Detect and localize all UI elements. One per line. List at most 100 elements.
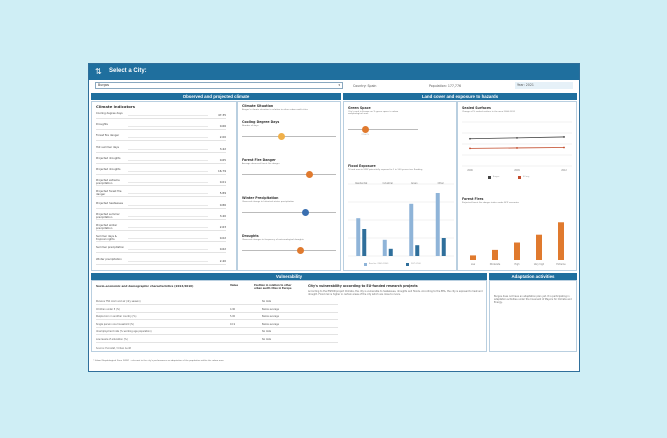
green-space-track: [348, 129, 418, 130]
chevron-down-icon[interactable]: ▾: [338, 83, 340, 87]
vulnerability-row-label: Unemployment rate (% working age populat…: [96, 330, 152, 333]
indicator-row[interactable]: Cooling degree days 47.35: [96, 112, 226, 119]
indicator-label: Cooling degree days: [96, 112, 123, 115]
forest-fire-category-label: Low: [471, 263, 476, 266]
forest-fire-category-label: Extreme: [556, 263, 566, 266]
year-select[interactable]: Year: 2021: [515, 82, 573, 89]
sealed-point-eu: [516, 147, 518, 149]
indicator-desc-line: [128, 137, 208, 139]
green-space-marker: [362, 126, 369, 133]
indicator-desc-line: [128, 193, 208, 195]
indicator-value: 0.02: [219, 236, 226, 241]
vulnerability-row-label: Children under 5 (%): [96, 307, 120, 311]
indicator-row[interactable]: Projected heatwaves 0.86: [96, 202, 226, 209]
indicator-row[interactable]: Summer days & tropical nights 0.02: [96, 235, 226, 243]
sealed-point-burgos: [516, 136, 518, 139]
indicator-value: 3.40: [219, 213, 226, 218]
indicator-desc-line: [128, 249, 208, 251]
indicator-row[interactable]: Hot summer days 3.42: [96, 146, 226, 153]
indicator-row[interactable]: Droughts 0.66: [96, 123, 226, 131]
indicator-desc-line: [128, 260, 208, 262]
row-divider: [96, 207, 226, 209]
indicator-desc-line: [128, 204, 208, 206]
climate-situation-desc: Burgos's climate situation in relation t…: [242, 109, 308, 111]
indicator-value: 47.35: [217, 113, 226, 117]
indicator-label: Hot summer days: [96, 145, 120, 149]
adaptation-panel: Burgos does not have an adaptation plan …: [489, 280, 577, 352]
indicator-desc-line: [128, 115, 208, 116]
forest-fires-desc: Projected forest fire danger index under…: [462, 202, 519, 204]
indicator-row[interactable]: Projected winter precipitation 2.63: [96, 224, 226, 231]
vulnerability-row: Single person one household (%) 10.9 Below…: [96, 322, 338, 328]
indicator-value: 5.89: [219, 191, 226, 196]
vulnerability-row-position: No data: [262, 337, 272, 341]
indicator-row[interactable]: Projected forest fire danger 5.89: [96, 190, 226, 198]
header-bar: ⇅ Select a City:: [89, 64, 579, 80]
flood-bar-future: [388, 248, 393, 256]
forest-fire-bar: [558, 222, 564, 260]
legend-burgos-label: Burgos: [493, 176, 500, 178]
flood-bar-future: [415, 245, 420, 256]
indicator-row[interactable]: Projected droughts 0.65: [96, 157, 226, 164]
forest-fire-bar: [470, 255, 476, 260]
row-divider: [96, 151, 226, 153]
green-space-desc: City's rank in Europe on % green space i…: [348, 111, 399, 115]
vulnerability-row-position: No data: [262, 330, 272, 333]
indicator-label: Droughts: [96, 123, 108, 127]
flood-bar-future: [362, 229, 367, 256]
flood-exposure-chart: Residential Industrial Green Other: [348, 182, 454, 257]
vulnerability-col-position: Position in relation to other urban audi…: [254, 284, 292, 290]
indicator-label: Projected droughts: [96, 156, 121, 160]
indicator-value: 0.01: [219, 180, 226, 185]
vulnerability-row-value: 10.9: [230, 322, 236, 326]
indicator-row[interactable]: Forest fire danger 2.00: [96, 134, 226, 142]
sealed-fires-panel: Sealed Surfaces Change of % sealed surfa…: [457, 101, 577, 271]
adaptation-section-title: Adaptation activities: [489, 273, 577, 280]
vulnerability-row-position: Below average: [262, 322, 280, 326]
situation-marker: [277, 133, 285, 140]
situation-track: [242, 212, 336, 213]
legend-future-swatch: [406, 263, 409, 266]
footnote: * Urban Morphological Zone (UMZ) – relev…: [93, 360, 225, 362]
country-label: Country: Spain: [353, 84, 377, 88]
climate-indicators-panel: Climate indicators Cooling degree days 47…: [91, 101, 237, 271]
vulnerability-row-position: Below average: [262, 315, 280, 318]
situation-marker: [302, 209, 310, 216]
vulnerability-table-title: Socio-economic and demographic character…: [96, 284, 194, 288]
flood-bar-baseline: [356, 218, 361, 256]
forest-fire-category-label: Very high: [534, 263, 545, 266]
indicator-row[interactable]: Projected summer precipitation 3.40: [96, 213, 226, 220]
vulnerability-col-value: Value: [230, 284, 239, 287]
sealed-surfaces-title: Sealed Surfaces: [462, 106, 491, 110]
flood-exposure-title: Flood Exposure: [348, 164, 376, 168]
indicator-row[interactable]: Winter precipitation 2.40: [96, 258, 226, 265]
indicator-row[interactable]: Projected droughts 16.79: [96, 168, 226, 175]
climate-situation-panel: Climate Situation Burgos's climate situa…: [237, 101, 341, 271]
vulnerability-row: Persons 750 room and air (dry season) No …: [96, 299, 338, 305]
indicator-row[interactable]: Projected extreme precipitation 0.01: [96, 179, 226, 187]
indicator-label: Projected winter precipitation: [96, 224, 118, 230]
vulnerability-row: Low levels of education (%) No data: [96, 337, 338, 343]
vulnerability-row-label: People born in another country (%): [96, 315, 137, 318]
city-select[interactable]: Burgos ▾: [95, 82, 343, 89]
legend-eu-swatch: [518, 176, 521, 179]
city-select-value: Burgos: [98, 83, 110, 87]
select-city-title: Select a City:: [109, 68, 147, 74]
sealed-point-eu: [469, 147, 471, 150]
situation-block-title: Winter Precipitation: [242, 196, 279, 200]
situation-track: [242, 136, 336, 137]
legend-burgos-swatch: [488, 176, 491, 179]
indicator-label: Projected forest fire danger: [96, 190, 122, 197]
vulnerability-row: People born in another country (%) 5.00 Be…: [96, 314, 338, 320]
forest-fire-bar: [514, 242, 520, 260]
vulnerability-row-label: Persons 750 room and air (dry season): [96, 300, 141, 303]
vulnerability-row: Unemployment rate (% working age populat…: [96, 329, 338, 335]
legend-baseline-label: Baseline (1961-1990): [369, 263, 389, 265]
indicator-desc-line: [128, 227, 208, 228]
land-section-title: Land cover and exposure to hazards: [343, 93, 577, 100]
exposure-panel: Green Space City's rank in Europe on % g…: [343, 101, 457, 271]
indicator-desc-line: [128, 126, 208, 128]
indicator-label: Winter precipitation: [96, 257, 122, 261]
vulnerability-row: Children under 5 (%) 4.90 Below average: [96, 307, 338, 313]
indicator-row[interactable]: Summer precipitation 0.62: [96, 246, 226, 254]
